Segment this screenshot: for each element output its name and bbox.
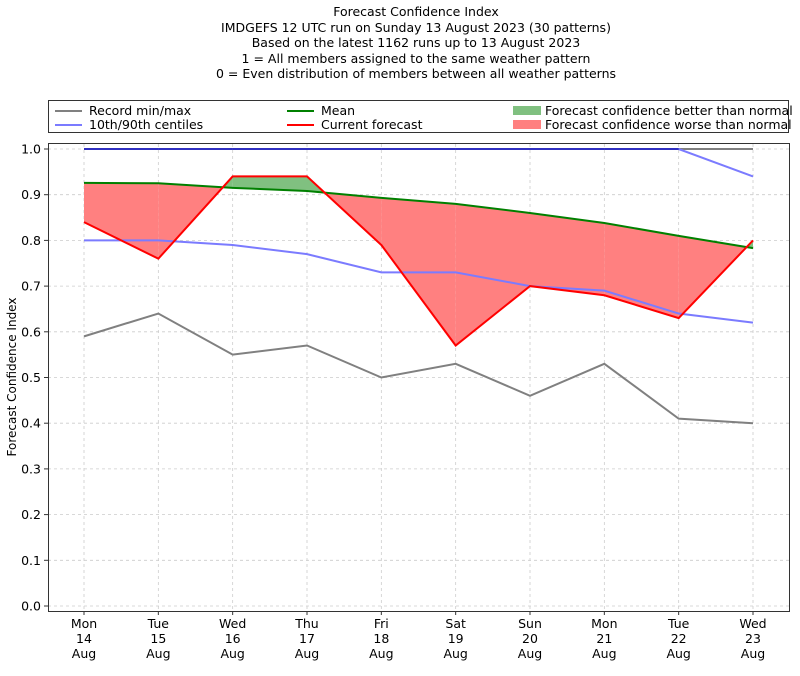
x-tick-label: 21 [596, 631, 612, 646]
x-tick-label: Tue [667, 616, 690, 631]
legend-item-better: Forecast confidence better than normal [513, 103, 793, 118]
x-tick-label: Aug [72, 646, 96, 661]
chart-title: Forecast Confidence Index [333, 4, 499, 19]
legend-item-record: Record min/max [55, 103, 191, 118]
series-line-mean [83, 181, 754, 250]
y-tick-label: 0.0 [21, 599, 41, 614]
x-tick-label: Fri [374, 616, 389, 631]
legend-swatch-worse [513, 120, 541, 129]
fill-worse-than-normal [84, 182, 159, 259]
y-tick-label: 0.8 [21, 233, 41, 248]
x-tick-label: 15 [150, 631, 166, 646]
chart-subtitle-1: IMDGEFS 12 UTC run on Sunday 13 August 2… [221, 19, 611, 35]
series-line-record-min [83, 312, 754, 425]
y-tick-label: 0.2 [21, 507, 41, 522]
x-tick-label: Aug [369, 646, 393, 661]
y-tick-label: 0.7 [21, 279, 41, 294]
x-tick-label: Aug [295, 646, 319, 661]
chart-subtitle-2: Based on the latest 1162 runs up to 13 A… [251, 35, 581, 51]
x-tick-label: 22 [671, 631, 687, 646]
x-tick-label: 14 [76, 631, 92, 646]
legend-swatch-mean [287, 109, 314, 112]
x-tick-label: Aug [741, 646, 765, 661]
chart-subtitle-4: 0 = Even distribution of members between… [215, 66, 617, 82]
plot-frame [48, 143, 790, 612]
legend-swatch-current [287, 123, 314, 126]
legend-label-worse: Forecast confidence worse than normal [545, 117, 792, 132]
y-tick-label: 0.1 [21, 553, 41, 568]
x-tick-label: Wed [219, 616, 246, 631]
legend-item-mean: Mean [287, 103, 355, 118]
x-tick-label: Sat [445, 616, 466, 631]
x-tick-label: Aug [518, 646, 542, 661]
legend-item-centiles: 10th/90th centiles [55, 117, 203, 132]
x-tick-label: 18 [373, 631, 389, 646]
series-line-current-forecast [83, 175, 754, 347]
legend-label-current: Current forecast [321, 117, 423, 132]
series-lines [83, 148, 754, 425]
y-axis-label: Forecast Confidence Index [5, 298, 19, 457]
x-tick-label: Aug [443, 646, 467, 661]
fill-worse-than-normal [530, 212, 605, 296]
x-tick-label: Aug [146, 646, 170, 661]
y-tick-label: 0.3 [21, 461, 41, 476]
x-tick-label: Mon [591, 616, 617, 631]
x-tick-label: Mon [71, 616, 97, 631]
chart-subtitle-3: 1 = All members assigned to the same wea… [241, 50, 591, 66]
x-tick-label: 20 [522, 631, 538, 646]
legend-label-centiles: 10th/90th centiles [89, 117, 204, 132]
x-tick-label: Wed [739, 616, 766, 631]
fill-worse-than-normal [604, 223, 679, 319]
series-line-10th-centile [84, 239, 754, 324]
y-tick-label: 0.5 [21, 370, 41, 385]
x-tick-label: Aug [220, 646, 244, 661]
fill-worse-than-normal [678, 235, 747, 319]
x-tick-label: Thu [294, 616, 318, 631]
x-tick-label: Sun [518, 616, 542, 631]
y-axis: 0.0 0.1 0.2 0.3 0.4 0.5 0.6 0.7 0.8 0.9 1.0 [21, 142, 48, 614]
fill-worse-than-normal [455, 203, 530, 346]
x-tick-label: 17 [299, 631, 315, 646]
chart-legend: Record min/max 10th/90th centiles Mean C… [48, 100, 793, 133]
x-tick-label: Tue [147, 616, 170, 631]
y-tick-label: 0.9 [21, 187, 41, 202]
x-tick-label: Aug [592, 646, 616, 661]
legend-item-worse: Forecast confidence worse than normal [513, 117, 792, 132]
legend-item-current: Current forecast [287, 117, 422, 132]
x-tick-label: 19 [448, 631, 464, 646]
x-tick-label: 16 [225, 631, 241, 646]
legend-label-record: Record min/max [89, 103, 192, 118]
x-tick-label: Aug [666, 646, 690, 661]
legend-label-better: Forecast confidence better than normal [545, 103, 793, 118]
y-tick-label: 0.6 [21, 324, 41, 339]
fill-better-than-normal [232, 176, 307, 192]
legend-swatch-better [513, 106, 541, 115]
x-axis: Mon14AugTue15AugWed16AugThu17AugFri18Aug… [71, 611, 767, 661]
legend-swatch-centiles [55, 123, 82, 126]
legend-swatch-record [55, 109, 82, 112]
y-tick-label: 0.4 [21, 416, 41, 431]
series-line-90th-centile [84, 148, 754, 178]
legend-label-mean: Mean [321, 103, 356, 118]
chart-title-block: Forecast Confidence Index IMDGEFS 12 UTC… [0, 4, 800, 82]
x-tick-label: 23 [745, 631, 761, 646]
y-tick-label: 1.0 [21, 142, 41, 157]
